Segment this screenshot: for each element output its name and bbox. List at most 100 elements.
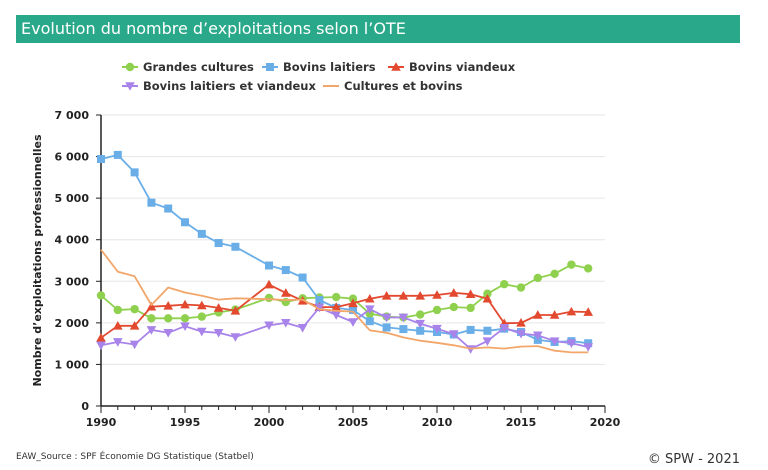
data-point: [164, 314, 173, 323]
data-point: [533, 273, 542, 283]
data-point: [365, 293, 375, 303]
data-point: [281, 266, 290, 275]
data-point: [583, 343, 593, 352]
data-point: [180, 322, 190, 331]
data-point: [113, 338, 123, 347]
y-axis-title: Nombre d’exploitations professionnelles: [31, 134, 44, 387]
legend-marker: [266, 63, 274, 71]
data-point: [533, 310, 543, 319]
data-point: [566, 306, 577, 316]
data-point: [129, 320, 140, 330]
data-point: [213, 303, 224, 312]
data-point: [583, 307, 593, 316]
data-point: [533, 331, 543, 341]
data-point: [297, 324, 308, 333]
y-tick-label: 2 000: [55, 317, 90, 330]
data-point: [331, 302, 341, 311]
data-point: [500, 279, 509, 289]
legend-label: Cultures et bovins: [344, 79, 463, 93]
data-point: [113, 150, 122, 159]
data-point: [466, 325, 475, 334]
chart-title-bar: Evolution du nombre d’exploitations selo…: [16, 15, 740, 43]
data-point: [130, 168, 139, 177]
data-point: [213, 329, 224, 338]
data-point: [180, 314, 190, 323]
data-point: [399, 325, 408, 334]
data-point: [465, 345, 476, 354]
data-point: [197, 312, 206, 321]
data-point: [113, 305, 123, 315]
data-point: [264, 293, 274, 303]
data-point: [315, 295, 324, 304]
data-point: [449, 330, 459, 339]
data-point: [332, 292, 341, 302]
data-point: [449, 302, 458, 312]
data-point: [147, 198, 156, 207]
legend-marker: [391, 62, 401, 71]
legend-marker: [125, 62, 135, 72]
data-point: [381, 291, 392, 300]
data-point: [146, 326, 157, 335]
data-point: [499, 324, 509, 333]
data-point: [314, 303, 325, 313]
data-point: [230, 333, 241, 342]
data-point: [465, 289, 476, 298]
data-point: [181, 218, 189, 227]
y-tick-label: 7 000: [55, 109, 90, 122]
data-point: [129, 340, 140, 350]
data-point: [567, 260, 576, 269]
data-point: [348, 318, 358, 327]
data-point: [180, 299, 190, 309]
source-note: EAW_Source : SPF Économie DG Statistique…: [16, 452, 254, 462]
data-point: [298, 273, 307, 282]
y-tick-label: 6 000: [55, 151, 90, 164]
data-point: [415, 319, 425, 329]
data-point: [550, 269, 559, 279]
data-point: [96, 291, 106, 300]
series-line-2: [100, 153, 589, 345]
data-point: [483, 289, 492, 298]
data-point: [398, 291, 409, 300]
legend-label: Bovins laitiers et viandeux: [143, 79, 316, 93]
data-point: [264, 321, 274, 331]
data-point: [432, 290, 442, 299]
x-tick-label: 1995: [170, 416, 201, 429]
data-point: [566, 339, 577, 349]
data-point: [163, 301, 173, 310]
data-point: [163, 329, 173, 338]
data-point: [365, 317, 374, 326]
legend-label: Bovins laitiers: [283, 60, 376, 74]
y-tick-label: 5 000: [55, 192, 90, 205]
data-point: [147, 314, 156, 323]
data-point: [398, 313, 409, 323]
data-point: [96, 341, 106, 351]
data-point: [516, 329, 526, 339]
data-point: [482, 293, 493, 303]
data-point: [449, 288, 459, 297]
data-point: [214, 239, 223, 248]
y-tick-label: 3 000: [55, 275, 90, 288]
data-point: [432, 305, 442, 315]
data-point: [482, 337, 493, 346]
data-point: [584, 264, 593, 273]
legend-marker: [125, 82, 135, 91]
data-point: [549, 337, 560, 346]
x-tick-label: 2015: [506, 416, 537, 429]
data-point: [197, 327, 207, 337]
data-point: [382, 323, 391, 332]
copyright-note: © SPW - 2021: [647, 452, 740, 467]
data-point: [281, 319, 291, 328]
series-line-4: [100, 306, 589, 350]
data-point: [331, 311, 341, 320]
data-point: [197, 300, 207, 310]
data-point: [365, 305, 375, 314]
data-point: [348, 298, 358, 308]
data-point: [146, 301, 157, 311]
legend-label: Bovins viandeux: [409, 60, 516, 74]
data-point: [197, 229, 206, 238]
data-point: [164, 204, 173, 213]
data-point: [130, 304, 139, 314]
series-line-1: [100, 263, 589, 320]
x-tick-label: 2010: [422, 416, 453, 429]
